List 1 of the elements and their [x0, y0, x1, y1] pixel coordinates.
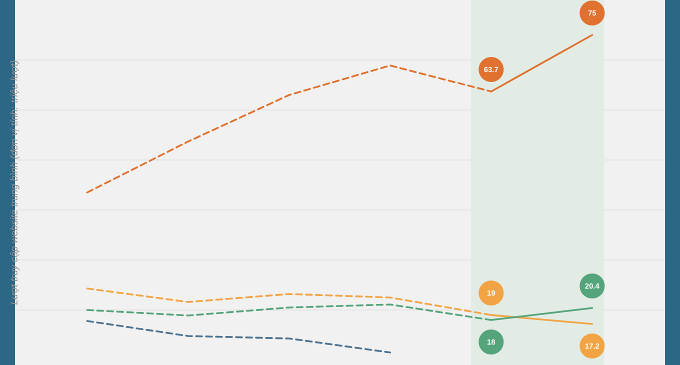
y-axis-title: Lượt truy cập website trung bình (đơn vị tính: triệu lượt) [10, 60, 20, 305]
